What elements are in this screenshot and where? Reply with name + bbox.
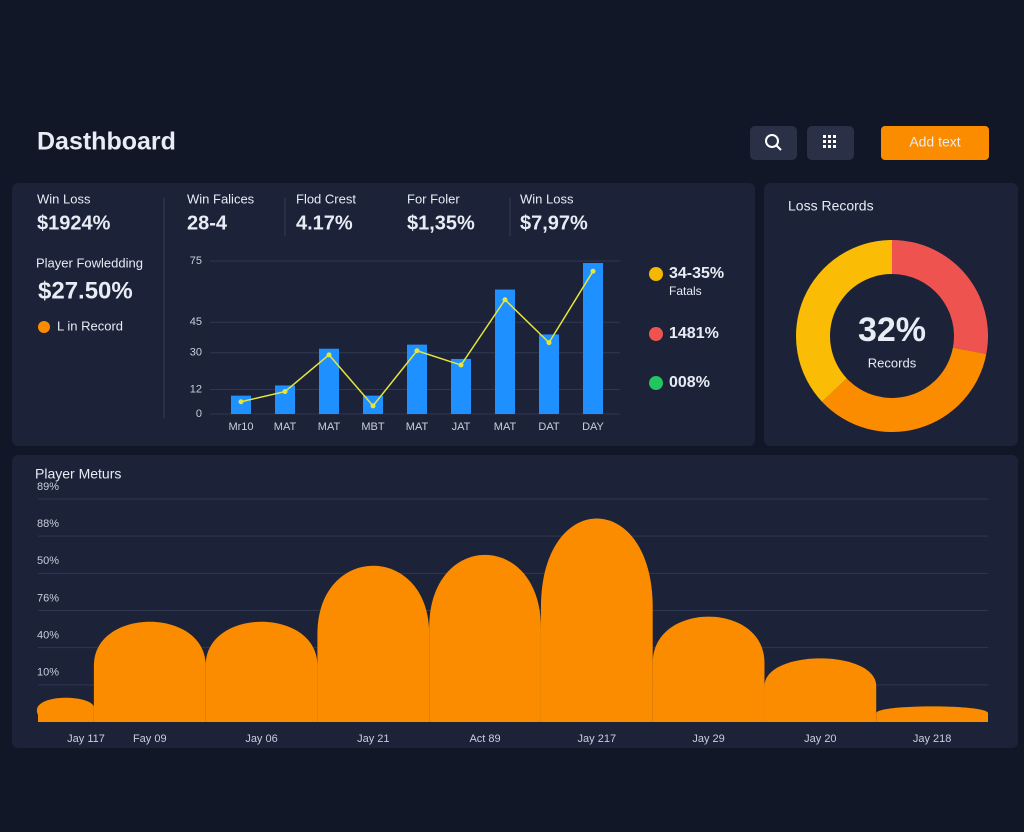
x-tick-label: DAY [582,421,604,433]
stat-label: For Foler [407,191,460,206]
y-tick-label: 10% [37,667,59,679]
trend-point [370,403,376,409]
search-button[interactable] [750,126,797,160]
bar [319,348,339,414]
x-tick-label: MAT [406,421,429,433]
add-button-label: Add text [909,134,960,150]
grid-icon [823,135,836,148]
area-hump [205,621,318,722]
area-hump [317,565,430,722]
donut-segment [892,240,989,354]
donut-title: Loss Records [788,198,874,214]
trend-point [502,297,508,303]
trend-point [414,348,420,354]
y-tick-label: 89% [37,481,59,493]
trend-point [590,268,596,274]
trend-point [458,362,464,368]
y-tick-label: 0 [196,408,202,420]
y-tick-label: 50% [37,555,59,567]
legend-dot [649,267,663,281]
stat-value: $1,35% [407,212,475,234]
bar [539,334,559,414]
x-tick-label: JAT [452,421,471,433]
stat-value: 28-4 [187,212,228,234]
legend-sub: Fatals [669,284,702,298]
y-tick-label: 88% [37,518,59,530]
area-hump [36,697,94,722]
legend-value: 008% [669,374,710,391]
legend-dot [649,327,663,341]
stat-value: $1924% [37,212,111,234]
x-tick-label: MAT [274,421,297,433]
y-tick-label: 30 [190,347,202,359]
stat-value: 4.17% [296,212,353,234]
x-tick-label: DAT [538,421,559,433]
donut-center-label: Records [868,355,917,370]
x-tick-label: MAT [318,421,341,433]
area-hump [764,658,877,722]
area-hump [93,621,206,722]
page-title: Dasthboard [37,128,176,156]
x-tick-label: Fay 09 [133,733,167,745]
donut-segment [822,347,987,432]
bar [583,263,603,414]
legend-dot [38,321,50,333]
y-tick-label: 76% [37,592,59,604]
trend-point [238,399,244,405]
x-tick-label: Jay 20 [804,733,836,745]
stat-value: $7,97% [520,212,588,234]
highlight-value: $27.50% [38,277,133,304]
stat-label: Flod Crest [296,191,356,206]
x-tick-label: Jay 06 [245,733,277,745]
legend-value: 34-35% [669,265,724,282]
bar [407,344,427,414]
stats-panel [12,183,755,446]
highlight-legend: L in Record [57,318,123,333]
y-tick-label: 40% [37,630,59,642]
area-hump [652,616,765,722]
trend-point [326,352,332,358]
donut-segment [796,240,892,402]
area-hump [429,554,541,722]
trend-point [282,389,288,395]
x-tick-label: Jay 218 [913,733,952,745]
bar [451,358,471,414]
y-tick-label: 75 [190,255,202,267]
stat-label: Win Loss [520,191,574,206]
x-tick-label: Jay 217 [578,733,617,745]
x-tick-label: MBT [361,421,385,433]
highlight-label: Player Fowledding [36,255,143,270]
x-tick-label: Jay 21 [357,733,389,745]
x-tick-label: MAT [494,421,517,433]
stat-label: Win Falices [187,191,255,206]
donut-center-value: 32% [858,311,926,349]
area-hump [876,706,988,722]
x-tick-label: Mr10 [228,421,253,433]
area-title: Player Meturs [35,466,121,482]
x-tick-label: Act 89 [469,733,500,745]
y-tick-label: 45 [190,316,202,328]
bar [495,289,515,414]
legend-value: 1481% [669,325,719,342]
x-tick-label: Jay 29 [692,733,724,745]
y-tick-label: 12 [190,383,202,395]
search-icon [775,144,782,151]
area-hump [540,518,653,722]
legend-dot [649,376,663,390]
trend-point [546,340,552,346]
stat-label: Win Loss [37,191,91,206]
add-button[interactable] [881,126,989,160]
search-icon [765,134,779,148]
bar [231,395,251,414]
x-tick-label: Jay 117 [67,733,105,745]
